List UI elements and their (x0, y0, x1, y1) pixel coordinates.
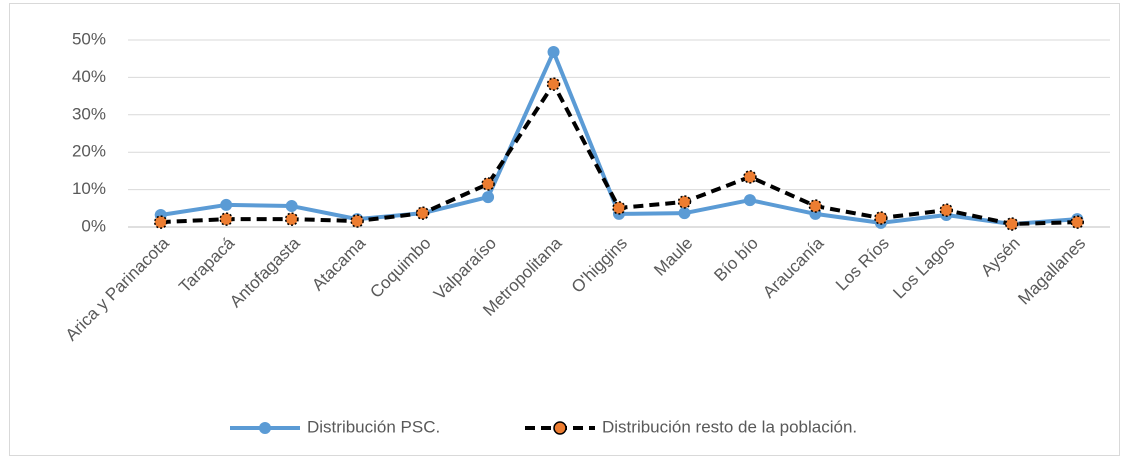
data-point (547, 45, 560, 58)
y-tick-label: 40% (72, 67, 106, 86)
legend-label: Distribución resto de la población. (602, 417, 857, 436)
data-point (285, 200, 298, 213)
y-tick-label: 0% (81, 216, 106, 235)
data-point (153, 215, 168, 229)
data-point (678, 207, 691, 220)
chart-border (9, 3, 1120, 456)
data-point (219, 212, 233, 226)
data-point (546, 77, 561, 91)
data-point (677, 195, 692, 209)
y-tick-label: 50% (72, 29, 106, 48)
data-point (1005, 217, 1019, 231)
legend-label: Distribución PSC. (307, 417, 440, 436)
y-tick-label: 10% (72, 179, 106, 198)
data-point (743, 170, 757, 184)
data-point (415, 206, 430, 220)
y-tick-label: 30% (72, 104, 106, 123)
data-point (482, 191, 495, 204)
data-point (481, 177, 495, 191)
data-point (939, 203, 954, 217)
data-point (874, 211, 888, 225)
legend-marker (259, 422, 271, 434)
data-point (284, 212, 299, 226)
legend-marker (553, 421, 567, 435)
data-point (612, 201, 626, 215)
data-point (743, 194, 756, 207)
data-point (350, 214, 364, 228)
data-point (808, 199, 823, 213)
data-point (1070, 215, 1085, 229)
y-tick-label: 20% (72, 142, 106, 161)
data-point (220, 198, 233, 211)
